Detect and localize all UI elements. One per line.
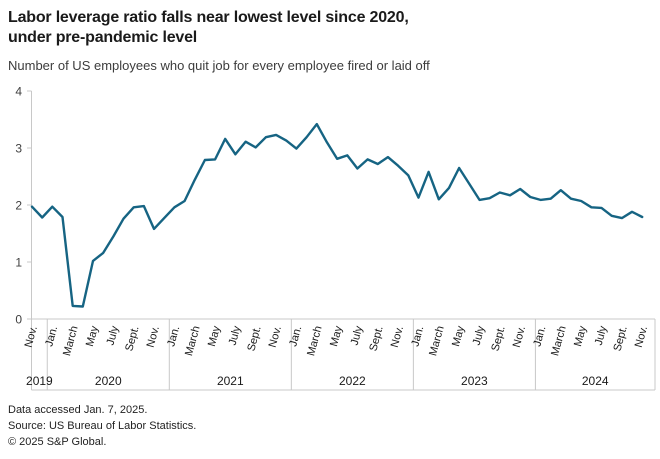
x-month-tick-label: Jan.	[43, 325, 60, 348]
x-month-tick-label: Jan.	[165, 325, 182, 348]
x-month-tick-label: March	[427, 325, 447, 358]
y-tick-label: 1	[15, 256, 22, 270]
x-year-label: 2023	[461, 374, 488, 388]
y-tick-label: 3	[15, 142, 22, 156]
x-month-tick-label: Sept.	[123, 325, 141, 353]
x-month-tick-label: March	[61, 325, 81, 358]
x-month-tick-label: May	[84, 324, 101, 348]
chart-subtitle: Number of US employees who quit job for …	[8, 58, 430, 73]
x-month-tick-label: March	[549, 325, 569, 358]
x-month-tick-label: May	[206, 324, 223, 348]
chart-title-line1: Labor leverage ratio falls near lowest l…	[8, 9, 409, 26]
x-month-tick-label: Sept.	[612, 325, 630, 353]
x-month-tick-label: July	[593, 324, 610, 346]
x-year-label: 2024	[582, 374, 609, 388]
x-month-tick-label: Nov.	[267, 325, 284, 349]
x-month-tick-label: Jan.	[531, 325, 548, 348]
x-month-tick-label: July	[227, 324, 244, 346]
x-month-tick-label: Nov.	[23, 325, 40, 349]
x-month-tick-label: March	[305, 325, 325, 358]
x-month-tick-label: Nov.	[145, 325, 162, 349]
labor-leverage-ratio-series	[30, 122, 644, 308]
x-year-label: 2021	[217, 374, 244, 388]
chart-footnotes: Data accessed Jan. 7, 2025. Source: US B…	[8, 402, 196, 450]
x-month-tick-label: March	[183, 325, 203, 358]
chart-title: Labor leverage ratio falls near lowest l…	[8, 8, 409, 48]
x-month-tick-label: July	[349, 324, 366, 346]
x-month-tick-label: Sept.	[245, 325, 263, 353]
x-month-tick-label: Sept.	[489, 325, 507, 353]
x-month-tick-label: Nov.	[633, 325, 650, 349]
y-tick-label: 0	[15, 313, 22, 327]
x-month-tick-label: Jan.	[409, 325, 426, 348]
x-month-tick-label: May	[572, 324, 589, 348]
x-month-tick-label: May	[450, 324, 467, 348]
x-year-label: 2019	[26, 374, 53, 388]
x-year-label: 2020	[95, 374, 122, 388]
x-month-tick-label: Jan.	[287, 325, 304, 348]
footnote-copyright: © 2025 S&P Global.	[8, 436, 107, 448]
x-year-label: 2022	[339, 374, 366, 388]
footnote-source: Source: US Bureau of Labor Statistics.	[8, 420, 197, 432]
chart-title-line2: under pre-pandemic level	[8, 29, 198, 46]
y-tick-label: 2	[15, 199, 22, 213]
x-month-tick-label: July	[471, 324, 488, 346]
x-month-tick-label: Nov.	[511, 325, 528, 349]
footnote-data-accessed: Data accessed Jan. 7, 2025.	[8, 404, 148, 416]
x-month-tick-label: July	[105, 324, 122, 346]
x-month-tick-label: Nov.	[389, 325, 406, 349]
y-tick-label: 4	[15, 85, 22, 99]
x-month-tick-label: May	[328, 324, 345, 348]
x-month-tick-label: Sept.	[367, 325, 385, 353]
